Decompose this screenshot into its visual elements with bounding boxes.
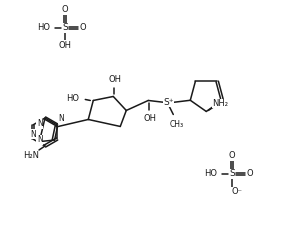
Text: H₂N: H₂N — [23, 151, 39, 160]
Text: O⁻: O⁻ — [232, 188, 243, 197]
Text: O: O — [62, 6, 68, 15]
Text: OH: OH — [58, 40, 72, 50]
Text: O: O — [229, 151, 235, 160]
Text: O: O — [80, 23, 86, 32]
Text: HO: HO — [66, 94, 79, 103]
Text: N: N — [37, 120, 43, 129]
Text: S: S — [62, 23, 68, 32]
Text: O: O — [247, 169, 253, 179]
Text: NH₂: NH₂ — [212, 99, 228, 108]
Text: OH: OH — [109, 76, 122, 84]
Text: HO: HO — [204, 169, 217, 179]
Text: S⁺: S⁺ — [163, 98, 173, 107]
Text: N: N — [31, 130, 36, 139]
Text: OH: OH — [144, 114, 157, 123]
Text: N: N — [37, 136, 43, 144]
Text: S: S — [229, 169, 235, 179]
Text: HO: HO — [37, 23, 50, 32]
Text: CH₃: CH₃ — [169, 121, 183, 129]
Text: N: N — [58, 114, 64, 123]
